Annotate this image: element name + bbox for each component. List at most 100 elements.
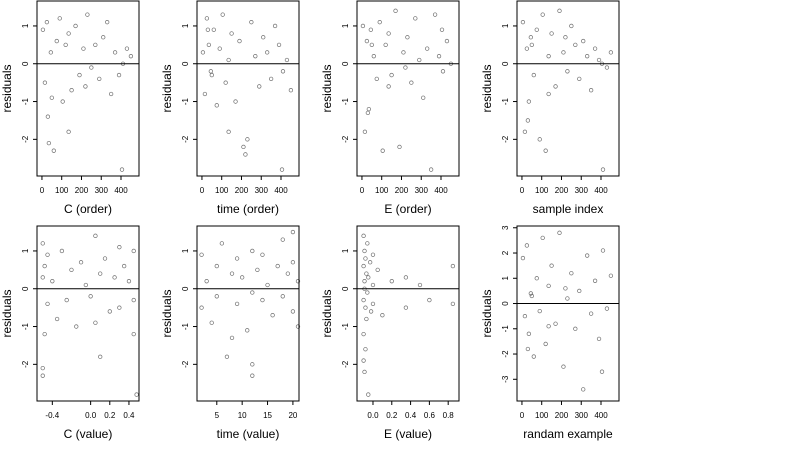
point [596, 57, 602, 63]
point [208, 69, 213, 74]
point [250, 373, 255, 378]
point [66, 129, 71, 134]
point [401, 50, 406, 55]
point [599, 369, 605, 374]
point [577, 76, 582, 82]
point [44, 20, 50, 25]
point [417, 282, 423, 288]
point [131, 331, 136, 337]
point [362, 248, 367, 254]
point [40, 241, 45, 246]
point [389, 72, 394, 78]
point [520, 255, 526, 261]
point [93, 42, 98, 47]
x-axis-label: C (value) [64, 427, 113, 441]
point [265, 50, 270, 55]
point [366, 106, 372, 112]
x-tick-label: 200 [75, 186, 89, 195]
panel: 0 100 200 300 400 -2 -1 0 1 sample index residuals [480, 0, 620, 216]
point [557, 8, 562, 13]
x-axis-label: sample index [533, 202, 604, 216]
y-tick-label: 0 [341, 61, 350, 66]
x-tick-label: 400 [594, 186, 608, 195]
point [51, 148, 56, 153]
point [119, 167, 125, 172]
x-tick-label: 300 [415, 186, 429, 195]
point [450, 263, 456, 269]
point [45, 252, 50, 257]
x-tick-label: 0 [520, 411, 525, 420]
x-axis-label: E (value) [384, 427, 432, 441]
point [368, 27, 373, 32]
point [117, 305, 122, 310]
y-tick-label: 0 [181, 61, 190, 66]
x-tick-label: 0.6 [424, 411, 436, 420]
point [370, 282, 376, 288]
point [220, 12, 225, 17]
point [202, 91, 208, 97]
y-tick-label: 3 [501, 225, 510, 230]
point [439, 27, 445, 32]
point [217, 46, 222, 51]
point [78, 260, 84, 265]
y-tick-label: 1 [21, 23, 30, 28]
point [224, 354, 230, 359]
y-tick-label: 2 [501, 250, 510, 255]
plot-frame [356, 225, 460, 402]
x-tick-label: 400 [114, 186, 128, 195]
point [581, 38, 586, 44]
point [101, 35, 106, 40]
point [534, 276, 539, 281]
point [64, 297, 69, 303]
point [368, 309, 374, 314]
point [234, 301, 240, 307]
point [380, 148, 385, 153]
x-tick-label: 100 [375, 186, 389, 195]
x-tick-label: 0.4 [123, 411, 135, 420]
point [592, 278, 598, 283]
point [540, 235, 545, 241]
y-tick-label: -1 [341, 322, 350, 330]
x-tick-label: 10 [238, 411, 247, 420]
point [40, 27, 46, 32]
panel: 0 100 200 300 400 -3 -2 -1 0 1 2 3 randam example res… [480, 225, 620, 441]
x-tick-label: 100 [535, 186, 549, 195]
point [366, 392, 371, 397]
point [214, 263, 219, 269]
point [295, 324, 301, 329]
x-tick-label: 200 [395, 186, 409, 195]
point [81, 46, 86, 51]
point [223, 80, 228, 85]
point [425, 46, 430, 51]
point [440, 69, 446, 74]
point [280, 294, 285, 299]
point [362, 369, 367, 375]
point [89, 65, 94, 70]
point [604, 306, 610, 311]
point [444, 38, 450, 44]
point [214, 294, 219, 299]
point [233, 99, 238, 104]
point [260, 297, 265, 303]
point [54, 316, 60, 322]
point [377, 20, 382, 25]
y-tick-label: -2 [21, 360, 30, 368]
point [525, 346, 531, 352]
point [93, 320, 98, 325]
point [45, 114, 51, 119]
point [40, 275, 45, 280]
point [361, 233, 366, 238]
point [105, 20, 110, 25]
point [600, 248, 606, 253]
point [553, 84, 558, 89]
point [565, 69, 570, 74]
point [205, 27, 211, 32]
x-tick-label: 0.8 [443, 411, 455, 420]
point [112, 275, 117, 280]
point [543, 148, 548, 153]
point [573, 42, 578, 47]
point [48, 50, 53, 55]
x-tick-label: 0.4 [405, 411, 417, 420]
x-tick-label: 5 [215, 411, 220, 420]
point [275, 263, 280, 269]
